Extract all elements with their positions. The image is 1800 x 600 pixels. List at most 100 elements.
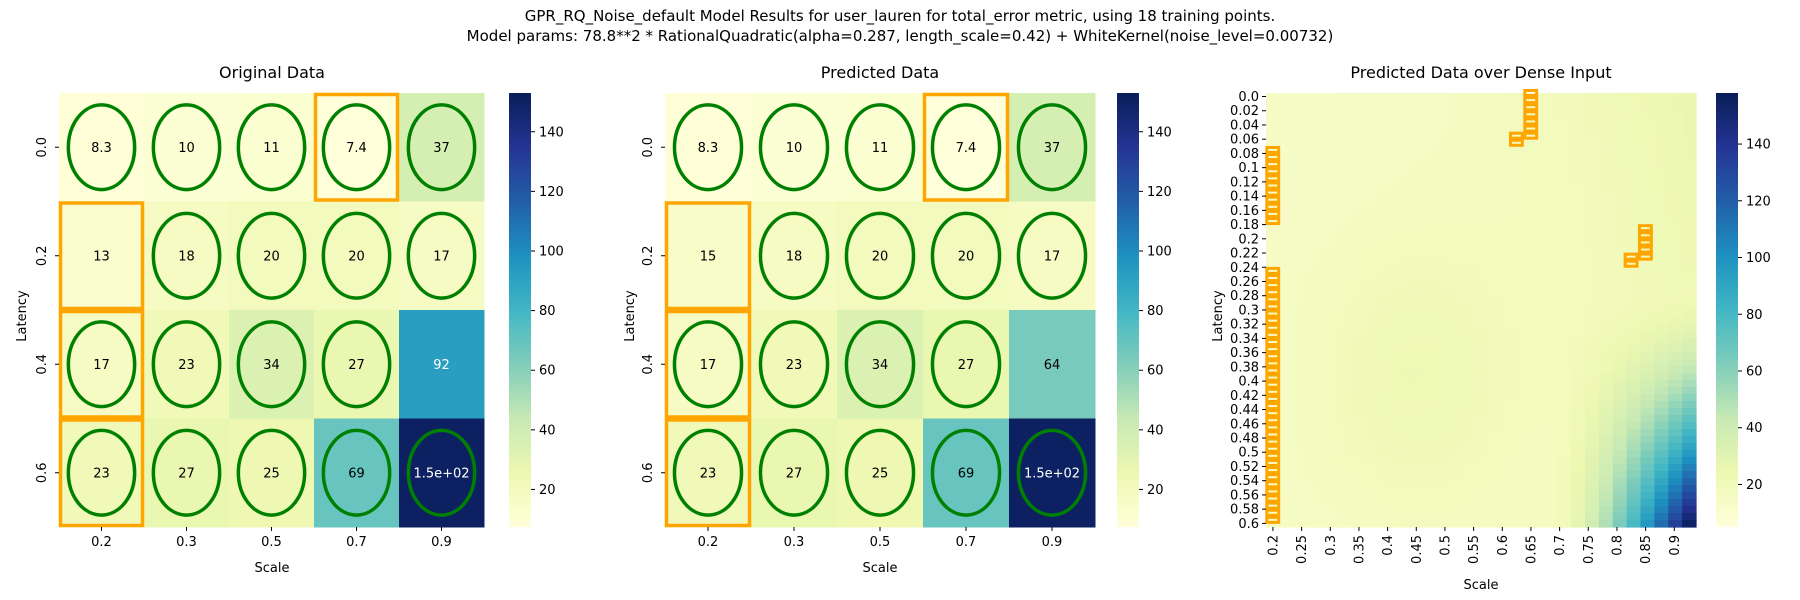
dense-cell [1404, 177, 1420, 185]
dense-cell [1390, 289, 1406, 297]
dense-cell [1682, 401, 1697, 409]
dense-cell [1529, 198, 1545, 206]
dense-cell [1404, 226, 1420, 234]
dense-cell [1307, 233, 1323, 241]
dense-cell [1668, 100, 1683, 108]
dense-cell [1349, 114, 1364, 122]
dense-cell [1321, 163, 1336, 171]
dense-cell [1279, 261, 1295, 269]
dense-cell [1543, 205, 1558, 213]
dense-cell [1612, 289, 1628, 297]
dense-cell [1529, 289, 1545, 297]
dense-cell [1598, 240, 1614, 248]
dense-cell [1335, 93, 1350, 101]
dense-cell [1335, 100, 1350, 108]
dense-cell [1612, 331, 1628, 339]
dense-cell [1515, 457, 1531, 465]
dense-cell [1432, 198, 1447, 206]
dense-cell [1418, 198, 1434, 206]
dense-cell [1404, 135, 1420, 143]
dense-cell [1404, 275, 1420, 283]
dense-cell [1307, 331, 1323, 339]
y-tick-label: 0.12 [1230, 175, 1259, 190]
dense-cell [1363, 499, 1378, 507]
dense-cell [1460, 394, 1475, 402]
dense-cell [1390, 506, 1406, 514]
dense-cell [1474, 422, 1489, 430]
dense-cell [1529, 226, 1545, 234]
dense-cell [1279, 156, 1295, 164]
highlight-box [1265, 508, 1281, 517]
dense-cell [1349, 100, 1364, 108]
dense-cell [1612, 310, 1628, 318]
dense-cell [1543, 415, 1558, 423]
y-tick-label: 0.14 [1230, 190, 1259, 205]
dense-cell [1293, 387, 1309, 395]
dense-cell [1460, 177, 1475, 185]
dense-cell [1266, 373, 1281, 381]
dense-cell [1390, 205, 1406, 213]
x-tick-label: 0.8 [1610, 535, 1625, 556]
dense-cell [1460, 254, 1475, 262]
dense-cell [1626, 114, 1642, 122]
dense-cell [1307, 268, 1323, 276]
dense-cell [1432, 275, 1447, 283]
dense-cell [1668, 478, 1683, 486]
heatmap-cell [923, 201, 1010, 311]
dense-cell [1612, 380, 1628, 388]
dense-cell [1626, 331, 1642, 339]
dense-cell [1266, 254, 1281, 262]
dense-cell [1598, 457, 1614, 465]
dense-cell [1529, 380, 1545, 388]
dense-cell [1446, 324, 1461, 332]
dense-cell [1654, 366, 1669, 374]
dense-cell [1598, 464, 1614, 472]
dense-cell [1307, 114, 1323, 122]
dense-cell [1501, 282, 1517, 290]
dense-cell [1640, 289, 1655, 297]
heatmap-cell [399, 310, 485, 419]
dense-cell [1640, 170, 1655, 178]
dense-cell [1487, 359, 1503, 367]
dense-cell [1668, 380, 1683, 388]
dense-cell [1363, 170, 1378, 178]
dense-cell [1432, 415, 1447, 423]
dense-cell [1640, 93, 1655, 101]
dense-cell [1682, 93, 1697, 101]
dense-cell [1460, 247, 1475, 255]
dense-cell [1640, 296, 1655, 304]
dense-cell [1418, 380, 1434, 388]
dense-cell [1307, 149, 1323, 157]
dense-cell [1598, 261, 1614, 269]
dense-cell [1654, 254, 1669, 262]
dense-cell [1418, 156, 1434, 164]
dense-cell [1446, 170, 1461, 178]
dense-cell [1487, 233, 1503, 241]
dense-cell [1293, 457, 1309, 465]
dense-cell [1571, 387, 1586, 395]
dense-cell [1557, 107, 1572, 115]
dense-cell [1640, 177, 1655, 185]
dense-cell [1640, 450, 1655, 458]
dense-cell [1432, 142, 1447, 150]
dense-cell [1418, 387, 1434, 395]
dense-cell [1612, 303, 1628, 311]
dense-cell [1487, 373, 1503, 381]
dense-cell [1376, 233, 1392, 241]
highlight-box [58, 418, 145, 528]
dense-cell [1293, 436, 1309, 444]
dense-cell [1668, 93, 1683, 101]
highlight-box [1523, 96, 1539, 105]
dense-cell [1668, 247, 1683, 255]
dense-cell [1529, 268, 1545, 276]
dense-cell [1460, 415, 1475, 423]
dense-cell [1571, 142, 1586, 150]
dense-cell [1335, 359, 1350, 367]
highlight-box [1265, 195, 1281, 204]
dense-cell [1474, 331, 1489, 339]
dense-cell [1487, 331, 1503, 339]
dense-cell [1501, 499, 1517, 507]
dense-cell [1612, 135, 1628, 143]
dense-cell [1487, 457, 1503, 465]
dense-cell [1612, 282, 1628, 290]
